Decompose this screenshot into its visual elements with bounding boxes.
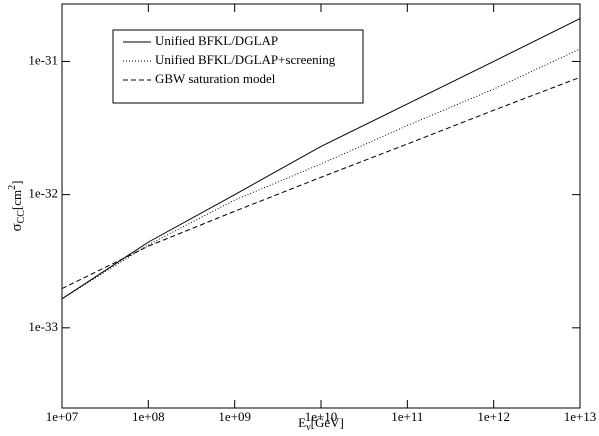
y-tick-label: 1e-31 xyxy=(28,52,58,67)
series-line xyxy=(61,18,581,300)
x-tick-label: 1e+07 xyxy=(46,409,79,424)
y-label-sub: CC xyxy=(16,210,27,224)
x-tick-label: 1e+13 xyxy=(564,409,597,424)
y-label-sup: 2 xyxy=(7,185,18,190)
x-label-unit: [GeV] xyxy=(311,415,344,430)
x-tick-label: 1e+11 xyxy=(391,409,423,424)
y-tick-label: 1e-32 xyxy=(28,186,58,201)
y-label-base: σ xyxy=(9,223,25,231)
x-axis-label: Eν[GeV] xyxy=(298,415,344,433)
legend-label: GBW saturation model xyxy=(155,71,276,86)
legend-label: Unified BFKL/DGLAP xyxy=(155,33,278,48)
x-label-base: E xyxy=(298,415,306,430)
y-label-unit: [cm xyxy=(9,190,24,210)
x-tick-label: 1e+08 xyxy=(132,409,165,424)
legend-box xyxy=(112,29,364,104)
series-line xyxy=(61,76,581,290)
y-axis-label: σCC[cm2] xyxy=(7,181,27,232)
legend-label: Unified BFKL/DGLAP+screening xyxy=(155,52,336,67)
x-label-sub: ν xyxy=(306,422,311,433)
x-tick-label: 1e+09 xyxy=(218,409,251,424)
y-tick-label: 1e-33 xyxy=(28,319,58,334)
y-label-end: ] xyxy=(9,181,24,185)
x-tick-label: 1e+12 xyxy=(477,409,510,424)
series-line xyxy=(61,48,581,300)
x-tick-label: 1e+10 xyxy=(305,409,338,424)
